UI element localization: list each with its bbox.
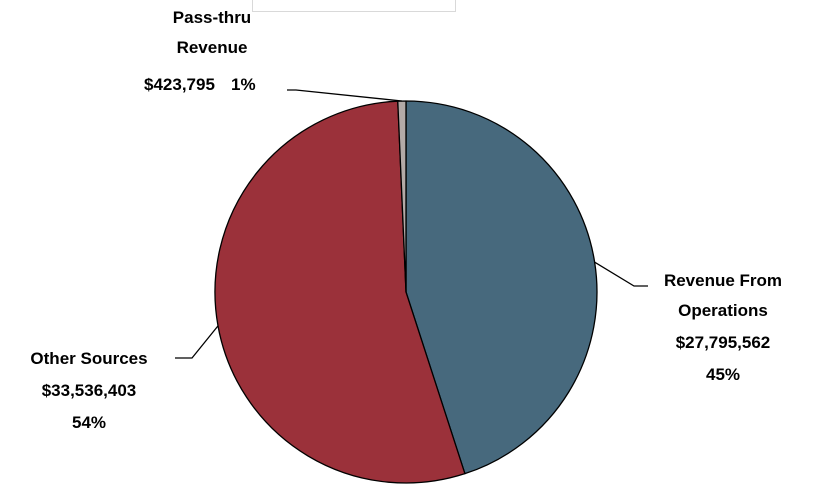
revenue-from-operations-label-line-1: Revenue From bbox=[664, 271, 782, 290]
leader-revenue-from-operations bbox=[594, 261, 648, 287]
leader-lines bbox=[175, 89, 648, 359]
revenue-from-operations-value: $27,795,562 bbox=[676, 333, 771, 352]
slice-revenue-from-operations bbox=[405, 100, 598, 475]
leader-pass-thru-revenue bbox=[287, 89, 402, 102]
revenue-from-operations-label-line-2: Operations bbox=[678, 301, 768, 320]
pass-thru-label-line-1: Pass-thru bbox=[173, 8, 251, 27]
label-revenue-from-operations: Revenue From Operations $27,795,562 45% bbox=[664, 271, 782, 384]
slice-other-sources bbox=[214, 100, 466, 484]
pass-thru-value: $423,795 bbox=[144, 75, 215, 94]
label-other-sources: Other Sources $33,536,403 54% bbox=[30, 349, 147, 432]
pass-thru-label-line-2: Revenue bbox=[177, 38, 248, 57]
pass-thru-percent: 1% bbox=[231, 75, 256, 94]
pie-slices bbox=[214, 100, 598, 484]
other-sources-percent: 54% bbox=[72, 413, 106, 432]
revenue-from-operations-percent: 45% bbox=[706, 365, 740, 384]
label-pass-thru-revenue: Pass-thru Revenue $423,795 1% bbox=[144, 8, 256, 94]
other-sources-value: $33,536,403 bbox=[42, 381, 137, 400]
leader-other-sources bbox=[175, 325, 219, 359]
partial-header-box bbox=[252, 0, 456, 12]
other-sources-label: Other Sources bbox=[30, 349, 147, 368]
